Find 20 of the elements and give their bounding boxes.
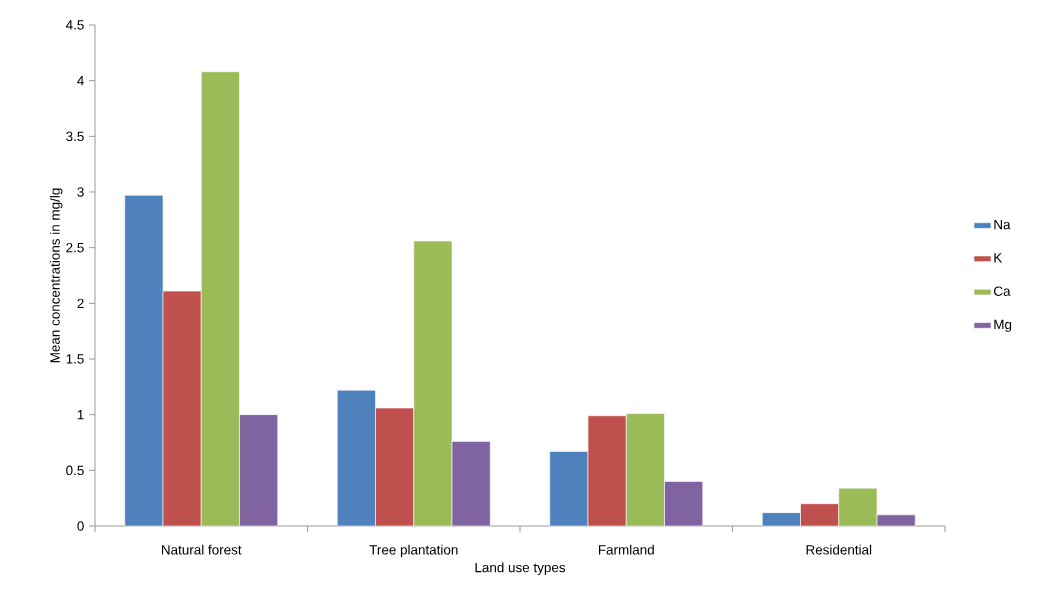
y-tick-label: 4 bbox=[77, 76, 84, 86]
y-tick-label: 2 bbox=[77, 298, 84, 309]
y-tick-label: 4.5 bbox=[65, 20, 84, 30]
x-tick-label: Farmland bbox=[598, 544, 654, 555]
y-tick-label: 3.5 bbox=[66, 131, 84, 142]
y-tick-label: 1.5 bbox=[66, 354, 84, 364]
y-axis-title: Mean concentrations in mg/lg bbox=[49, 188, 63, 363]
y-tick-label: 0.5 bbox=[66, 465, 84, 476]
y-tick-label: 2.5 bbox=[66, 242, 84, 253]
legend-label: Mg bbox=[994, 319, 1012, 332]
x-tick-label: Residential bbox=[806, 544, 872, 555]
x-tick-label: Tree plantation bbox=[369, 544, 458, 558]
x-axis-title: Land use types bbox=[475, 562, 566, 575]
y-tick-label: 1 bbox=[77, 410, 84, 420]
y-tick-label: 0 bbox=[77, 521, 84, 531]
legend-label: Na bbox=[994, 219, 1011, 230]
legend-label: K bbox=[994, 253, 1003, 263]
legend-label: Ca bbox=[993, 286, 1011, 296]
x-tick-label: Natural forest bbox=[162, 544, 242, 555]
y-tick-label: 3 bbox=[77, 187, 84, 197]
